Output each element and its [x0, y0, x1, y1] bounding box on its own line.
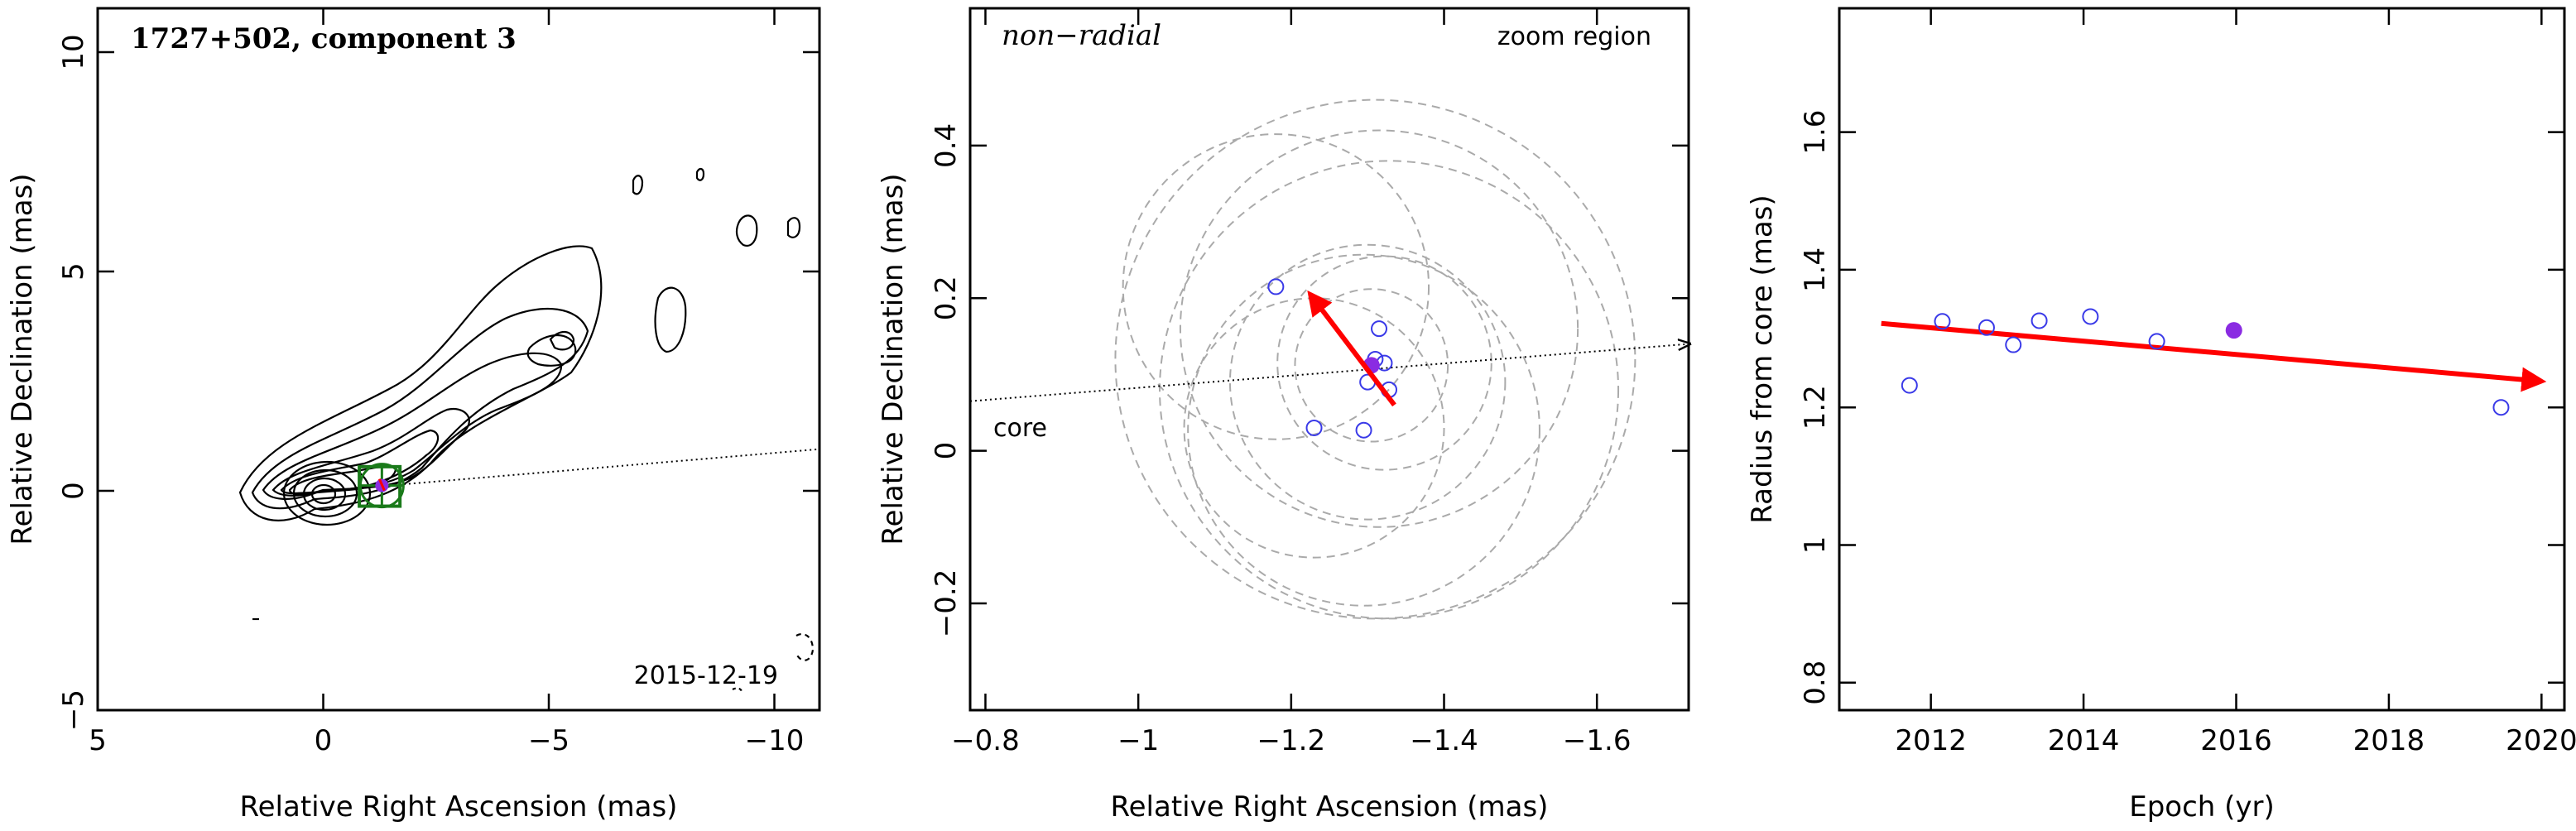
x-axis-label-2: Relative Right Ascension (mas)	[1111, 790, 1549, 824]
contour-lines	[238, 168, 815, 693]
contour-level-1	[238, 245, 603, 521]
y-tick-label: 0.4	[930, 123, 963, 168]
plot-frame-3	[1838, 7, 2566, 712]
core-direction-line	[969, 344, 1689, 402]
error-circles	[1114, 98, 1636, 620]
panel-title: 1727+502, component 3	[131, 22, 517, 55]
error-circle	[1122, 133, 1430, 440]
data-point	[1934, 313, 1951, 330]
data-point	[1355, 421, 1372, 439]
error-circle	[1183, 297, 1445, 559]
y-tick-label: −0.2	[930, 569, 963, 638]
error-circle	[1228, 243, 1507, 521]
core-contour-2	[292, 468, 358, 518]
data-point-current	[2225, 322, 2242, 339]
data-overlay-3	[1881, 308, 2547, 416]
axis-ticks-1: 5 0 −5 −10 −5 0 5 10	[57, 8, 819, 757]
direction-line	[359, 448, 820, 489]
contour-panel: 5 0 −5 −10 −5 0 5 10 1727+502, component 3 2015…	[6, 7, 821, 824]
plot-frame-2	[968, 7, 1690, 712]
x-tick-label: −1.2	[1257, 724, 1326, 757]
y-tick-label: 1.2	[1799, 385, 1832, 430]
x-tick-label: −5	[528, 724, 570, 757]
component-arrow	[377, 478, 386, 492]
y-tick-label: 10	[57, 34, 90, 70]
error-circle	[1276, 255, 1492, 471]
y-tick-label: −5	[57, 689, 90, 731]
x-tick-label: 0	[315, 724, 333, 757]
contour-level-6	[288, 465, 397, 496]
y-axis-label-3: Radius from core (mas)	[1746, 195, 1779, 523]
epoch-date-label: 2015-12-19	[634, 661, 778, 690]
contour-level-4	[272, 407, 470, 497]
core-contour-3	[302, 477, 347, 512]
contour-blob-4	[735, 214, 758, 247]
radius-panel: 2012 2014 2016 2018 2020 0.8 1 1.2 1.4 1.6 Epoch …	[1746, 7, 2576, 824]
contour-blob-3	[654, 286, 687, 353]
y-tick-label: 0	[930, 442, 963, 460]
data-point	[1371, 320, 1388, 338]
y-tick-label: 0.2	[930, 276, 963, 320]
error-circle	[1179, 129, 1579, 528]
x-tick-label: −1.4	[1410, 724, 1478, 757]
data-point	[2031, 312, 2048, 329]
contour-blob-6	[632, 175, 644, 195]
contour-blob-1	[526, 334, 577, 367]
contour-blob-2	[549, 330, 575, 351]
data-point	[2492, 399, 2510, 416]
contour-blob-7	[695, 168, 705, 181]
data-point	[2005, 336, 2022, 353]
axis-ticks-2: −0.8 −1 −1.2 −1.4 −1.6 −0.2 0 0.2 0.4	[930, 8, 1689, 757]
core-label: core	[993, 414, 1047, 443]
data-point	[2082, 308, 2099, 325]
motion-arrow	[1307, 290, 1396, 407]
contour-blob-9	[732, 687, 743, 693]
data-overlay-2	[969, 278, 1689, 439]
y-tick-label: 5	[57, 262, 90, 281]
x-axis-label-3: Epoch (yr)	[2129, 790, 2275, 824]
x-tick-label: 5	[89, 724, 107, 757]
data-point	[1267, 278, 1285, 295]
x-tick-label: −1	[1117, 724, 1159, 757]
x-tick-label: −0.8	[951, 724, 1020, 757]
data-point	[1978, 319, 1995, 336]
plot-frame-1	[96, 7, 821, 712]
x-tick-label: −1.6	[1563, 724, 1632, 757]
data-overlay	[358, 448, 820, 509]
motion-type-label: non−radial	[1002, 19, 1161, 52]
core-contour-1	[282, 460, 372, 526]
error-circle	[1294, 288, 1449, 443]
data-point	[1901, 377, 1918, 394]
x-tick-label: 2016	[2200, 724, 2272, 757]
x-axis-label-1: Relative Right Ascension (mas)	[240, 790, 678, 824]
contour-blob-5	[786, 217, 801, 238]
data-point	[1305, 419, 1323, 436]
contour-blob-8	[795, 632, 815, 661]
error-circle	[1159, 160, 1620, 620]
y-tick-label: 0.8	[1799, 660, 1832, 705]
contour-level-5	[280, 429, 440, 495]
zoom-panel: −0.8 −1 −1.2 −1.4 −1.6 −0.2 0 0.2 0.4 non−radial…	[877, 7, 1690, 824]
contour-level-2	[251, 307, 589, 510]
core-contour-4	[310, 483, 337, 505]
axis-ticks-3: 2012 2014 2016 2018 2020 0.8 1 1.2 1.4 1.6	[1799, 8, 2576, 757]
x-tick-label: 2020	[2506, 724, 2576, 757]
error-circle	[1187, 253, 1540, 607]
y-tick-label: 1	[1799, 536, 1832, 555]
y-tick-label: 0	[57, 482, 90, 500]
y-tick-label: 1.4	[1799, 247, 1832, 292]
y-axis-label-2: Relative Declination (mas)	[877, 173, 910, 545]
y-tick-label: 1.6	[1799, 110, 1832, 155]
x-tick-label: 2014	[2048, 724, 2120, 757]
y-axis-label-1: Relative Declination (mas)	[6, 173, 39, 545]
x-tick-label: 2012	[1895, 724, 1967, 757]
zoom-region-label: zoom region	[1497, 22, 1651, 51]
x-tick-label: 2018	[2353, 724, 2425, 757]
data-point	[2148, 333, 2165, 350]
x-tick-label: −10	[745, 724, 805, 757]
